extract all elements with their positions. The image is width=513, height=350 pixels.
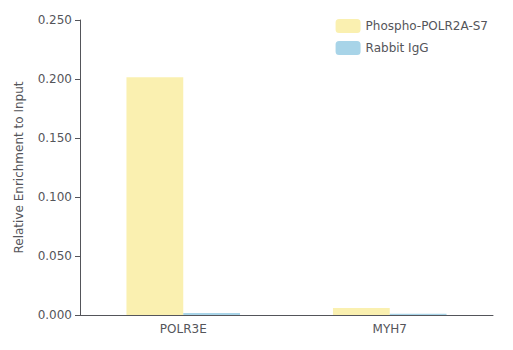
- svg-text:0.250: 0.250: [38, 13, 72, 27]
- svg-text:0.150: 0.150: [38, 131, 72, 145]
- svg-text:Relative Enrichment to Input: Relative Enrichment to Input: [12, 81, 26, 253]
- svg-text:0.000: 0.000: [38, 308, 72, 322]
- svg-text:Phospho-POLR2A-S7: Phospho-POLR2A-S7: [366, 19, 488, 33]
- svg-text:MYH7: MYH7: [373, 322, 407, 336]
- svg-text:0.200: 0.200: [38, 72, 72, 86]
- svg-text:0.050: 0.050: [38, 249, 72, 263]
- svg-text:0.100: 0.100: [38, 190, 72, 204]
- svg-text:Rabbit IgG: Rabbit IgG: [366, 41, 429, 55]
- svg-text:POLR3E: POLR3E: [160, 322, 207, 336]
